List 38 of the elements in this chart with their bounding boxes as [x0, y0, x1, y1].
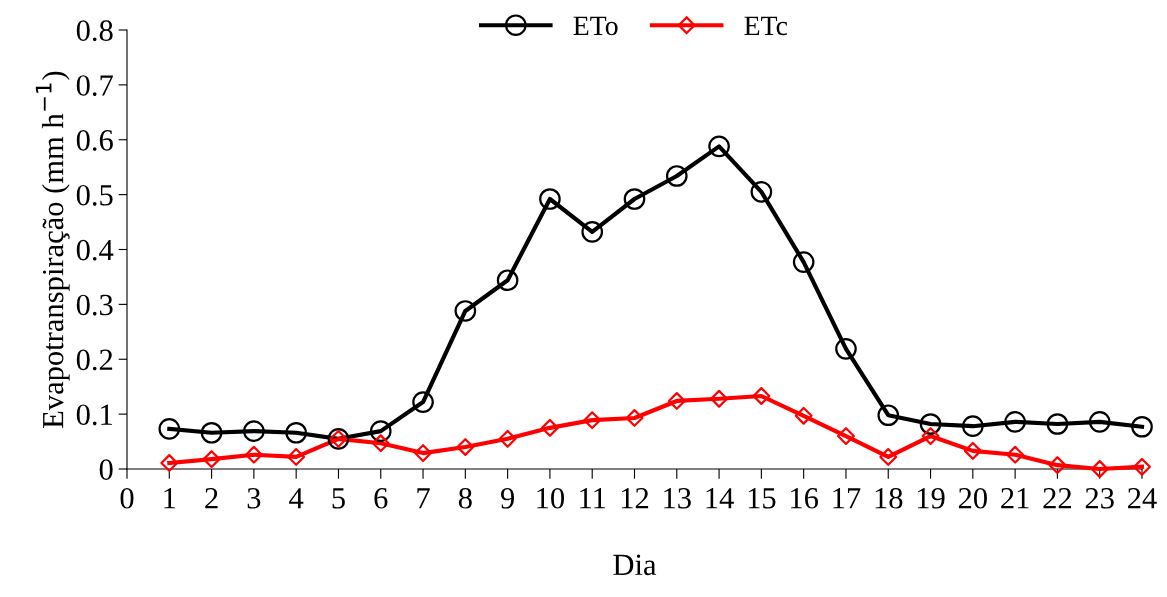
y-tick-label: 0.2 [76, 349, 113, 371]
x-tick-label: 12 [621, 488, 649, 509]
x-tick-label: 14 [706, 488, 734, 509]
y-tick-label: 0.6 [76, 130, 113, 151]
x-tick-label: 1 [164, 488, 176, 509]
y-tick-label: 0 [99, 459, 113, 480]
x-tick-label: 3 [247, 488, 261, 509]
x-tick-label: 17 [833, 488, 861, 509]
y-tick-label: 0.3 [76, 294, 113, 316]
x-tick-label: 15 [748, 488, 776, 509]
x-axis-title: Dia [613, 554, 657, 576]
x-tick-label: 20 [958, 487, 987, 509]
x-tick-label: 8 [458, 487, 472, 509]
y-tick-label: 0.8 [76, 20, 113, 42]
x-tick-label: 11 [580, 488, 606, 509]
x-tick-label: 21 [1001, 488, 1029, 509]
x-tick-label: 5 [332, 488, 345, 509]
y-axis-title: Evapotranspiração (mm h$^{−1}$) [35, 71, 70, 428]
x-tick-label: 10 [537, 487, 565, 509]
x-tick-label: 22 [1043, 488, 1072, 509]
x-tick-label: 23 [1085, 488, 1114, 509]
x-tick-label: 0 [120, 487, 134, 509]
x-tick-label: 18 [875, 487, 903, 509]
x-tick-label: 24 [1128, 488, 1157, 509]
y-tick-label: 0.7 [76, 75, 113, 96]
legend-label: ETc [744, 16, 788, 36]
x-tick-label: 9 [500, 488, 515, 509]
x-tick-label: 16 [791, 488, 819, 509]
y-tick-label: 0.4 [76, 239, 114, 261]
x-tick-label: 6 [374, 488, 388, 509]
x-tick-label: 7 [417, 488, 430, 509]
x-tick-label: 13 [664, 488, 691, 509]
legend-label: ETo [573, 16, 618, 36]
x-tick-label: 19 [917, 488, 945, 509]
x-tick-label: 4 [289, 488, 304, 509]
y-tick-label: 0.5 [76, 184, 113, 206]
y-tick-label: 0.1 [76, 404, 112, 426]
x-tick-label: 2 [205, 488, 218, 509]
